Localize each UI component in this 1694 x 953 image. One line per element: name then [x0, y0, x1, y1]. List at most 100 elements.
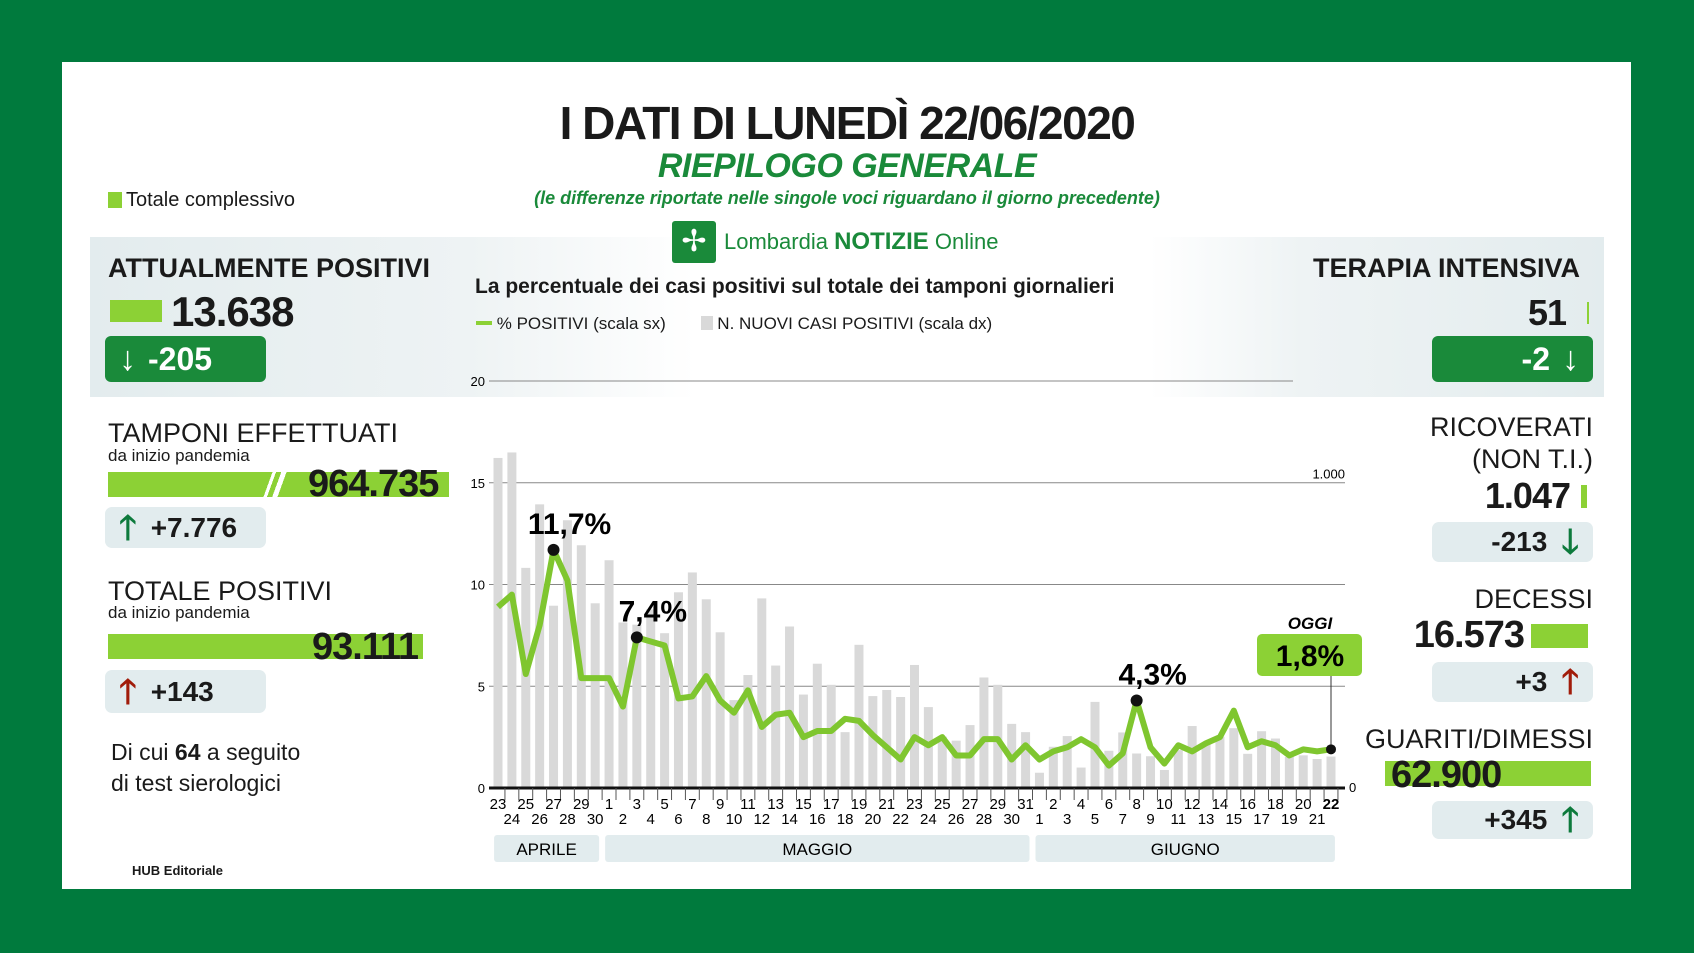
- bar: [729, 700, 739, 788]
- x-tick-label: 19: [851, 796, 868, 813]
- x-tick-label: 18: [1267, 796, 1284, 813]
- data-point-marker: [630, 631, 643, 644]
- x-tick-label: 26: [948, 811, 965, 828]
- x-tick-label: 14: [1212, 796, 1229, 813]
- x-tick-label: 5: [1091, 811, 1099, 828]
- x-tick-label: 7: [688, 796, 696, 813]
- bar: [715, 632, 725, 788]
- guariti-value: 62.900: [1391, 754, 1502, 796]
- x-tick-label: 31: [1017, 796, 1034, 813]
- x-tick-label: 23: [490, 796, 507, 813]
- note-text: Di cui: [111, 739, 175, 765]
- x-tick-label: 16: [809, 811, 826, 828]
- x-tick-label: 20: [865, 811, 882, 828]
- x-tick-label: 6: [674, 811, 682, 828]
- tamponi-sub: da inizio pandemia: [108, 446, 250, 465]
- guariti-bar: [1385, 761, 1591, 786]
- bar: [1229, 728, 1239, 788]
- terapia-bar: [1587, 302, 1589, 324]
- bar: [1187, 726, 1197, 788]
- x-tick-label: 30: [587, 811, 604, 828]
- bar: [771, 665, 781, 788]
- legend-swatch: [108, 192, 122, 208]
- today-tag: OGGI: [1288, 614, 1334, 633]
- bar: [590, 603, 600, 788]
- x-tick-label: 3: [633, 796, 641, 813]
- bar: [798, 694, 808, 788]
- attualmente-value: 13.638: [171, 288, 294, 335]
- tamponi-label: TAMPONI EFFETTUATI: [108, 418, 398, 448]
- legend-totale: Totale complessivo: [108, 189, 295, 212]
- x-tick-label: 4: [1077, 796, 1085, 813]
- delta-value: +345: [1484, 804, 1548, 835]
- logo-text: Lombardia: [724, 229, 835, 254]
- x-tick-label: 9: [716, 796, 724, 813]
- y-tick-left: 15: [471, 476, 485, 491]
- bar: [1312, 758, 1322, 788]
- logo: ✢ Lombardia NOTIZIE Online: [672, 221, 998, 263]
- bar: [840, 732, 850, 788]
- bar: [493, 457, 503, 788]
- bar: [521, 567, 531, 788]
- bar: [979, 677, 989, 788]
- ricoverati-bar: [1581, 485, 1587, 508]
- x-tick-label: 26: [531, 811, 548, 828]
- bar: [646, 609, 656, 788]
- x-tick-label: 28: [559, 811, 576, 828]
- bar: [1021, 732, 1031, 788]
- bar: [1326, 756, 1336, 788]
- x-tick-label: 17: [823, 796, 840, 813]
- delta-value: -213: [1491, 526, 1548, 557]
- bar: [507, 452, 517, 788]
- arrow-up-icon: 🡑: [119, 508, 137, 547]
- x-tick-label: 28: [976, 811, 993, 828]
- x-tick-label: 13: [767, 796, 784, 813]
- x-tick-label: 24: [920, 811, 937, 828]
- bar: [549, 605, 559, 788]
- legend-bar-swatch: [700, 316, 713, 330]
- bar: [1132, 753, 1142, 788]
- logo-text-online: Online: [928, 229, 999, 254]
- bar: [1048, 746, 1058, 788]
- bar: [535, 504, 545, 788]
- totale-sub: da inizio pandemia: [108, 603, 250, 622]
- y-tick-right: 1.000: [1312, 467, 1345, 482]
- attualmente-delta: ↓ -205: [105, 336, 266, 382]
- delta-value: +7.776: [150, 511, 238, 543]
- bar: [937, 736, 947, 788]
- month-band: [1035, 835, 1335, 862]
- totale-bar: [108, 634, 423, 659]
- bar: [854, 644, 864, 788]
- bar: [660, 633, 670, 788]
- today-marker: [1326, 744, 1336, 755]
- bar: [701, 599, 711, 788]
- data-label: 7,4%: [619, 595, 687, 628]
- bar: [882, 689, 892, 788]
- chart-legend: % POSITIVI (scala sx) N. NUOVI CASI POSI…: [476, 314, 992, 334]
- terapia-delta: -2 ↓: [1432, 336, 1593, 382]
- bar: [951, 740, 961, 788]
- data-label: 4,3%: [1118, 658, 1186, 691]
- x-tick-label: 29: [573, 796, 590, 813]
- y-tick-left: 0: [478, 781, 485, 796]
- terapia-value: 51: [1527, 292, 1567, 333]
- x-tick-label: 21: [1309, 811, 1326, 828]
- decessi-label: DECESSI: [1474, 584, 1593, 614]
- today-value: 1,8%: [1276, 640, 1344, 673]
- guariti-label: GUARITI/DIMESSI: [1364, 724, 1593, 754]
- delta-value: +3: [1515, 666, 1548, 697]
- bar: [1173, 750, 1183, 788]
- x-tick-label: 16: [1239, 796, 1256, 813]
- month-band: [494, 835, 600, 862]
- bar: [1159, 769, 1169, 788]
- x-tick-label: 24: [504, 811, 521, 828]
- bar: [785, 626, 795, 788]
- month-label: APRILE: [516, 840, 576, 859]
- data-label: 11,7%: [528, 508, 611, 541]
- totale-value: 93.111: [312, 626, 419, 668]
- totale-delta: 🡑 +143: [105, 670, 266, 713]
- legend-line-label: % POSITIVI (scala sx): [496, 314, 666, 333]
- bar: [604, 560, 614, 788]
- x-tick-label: 4: [647, 811, 655, 828]
